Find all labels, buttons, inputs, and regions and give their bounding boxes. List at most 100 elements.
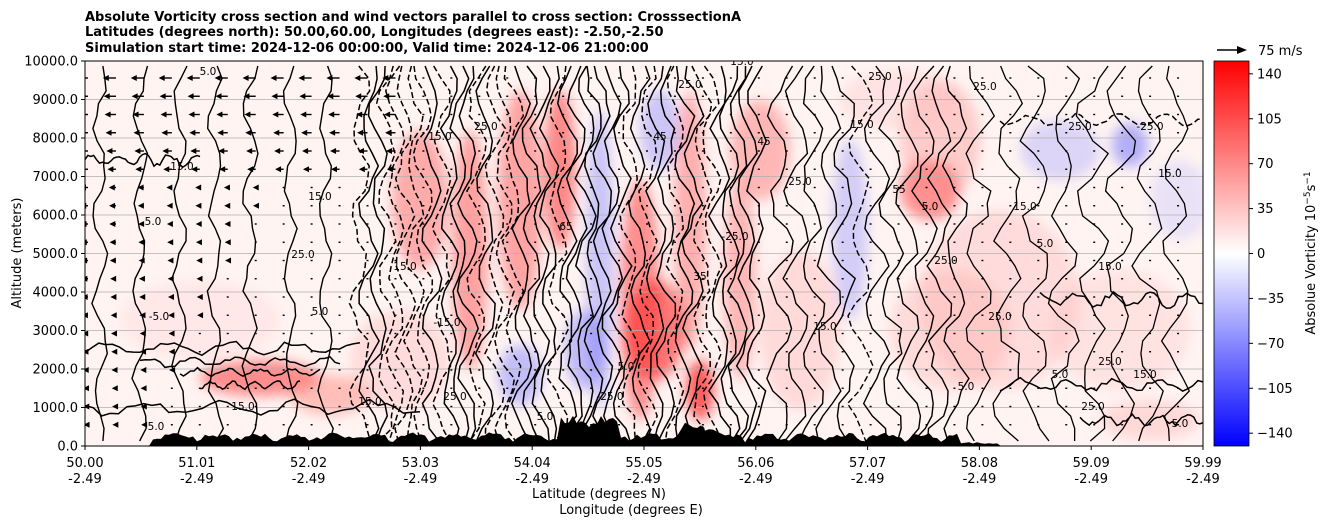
contour-line-positive bbox=[609, 65, 633, 442]
x-tick-latitude: 52.02 bbox=[290, 456, 327, 471]
wind-vector-dot bbox=[450, 369, 453, 371]
y-tick-label: 1000.0 bbox=[33, 401, 79, 416]
wind-vector-dot bbox=[673, 296, 676, 298]
wind-vector-dot bbox=[282, 205, 285, 207]
wind-vector-dot bbox=[701, 405, 704, 408]
wind-vector-dot bbox=[646, 223, 648, 225]
wind-vector-head bbox=[246, 148, 253, 154]
wind-vector-head bbox=[195, 221, 202, 227]
wind-vector-dot bbox=[506, 405, 509, 408]
wind-vector-dot bbox=[282, 241, 285, 243]
wind-vector-dot bbox=[701, 223, 704, 225]
wind-vector-dot bbox=[646, 278, 648, 280]
contour-line-positive bbox=[674, 65, 696, 442]
contour-line-positive bbox=[628, 65, 651, 442]
wind-vector-dot bbox=[450, 332, 453, 335]
wind-vector-dot bbox=[897, 314, 900, 316]
contour-line-positive bbox=[367, 65, 389, 442]
wind-vector-dot bbox=[590, 77, 593, 79]
wind-vector-dot bbox=[925, 259, 928, 262]
wind-vector-dot bbox=[1009, 113, 1012, 116]
colorbar-label-unit: s bbox=[1304, 184, 1319, 191]
wind-vector-head bbox=[301, 129, 308, 136]
wind-vector-dot bbox=[478, 278, 481, 280]
wind-vector-dot bbox=[869, 186, 872, 189]
wind-vector-dot bbox=[1177, 387, 1180, 389]
contour-label: 15.0 bbox=[1158, 168, 1181, 180]
wind-vector-head bbox=[273, 129, 280, 136]
wind-vector-dot bbox=[310, 405, 313, 408]
contour-label: 5.0 bbox=[922, 201, 939, 213]
wind-vector-head bbox=[384, 111, 391, 118]
wind-vector-dot bbox=[1121, 205, 1124, 207]
contour-label: 5.0 bbox=[772, 51, 789, 63]
contour-label: 25.0 bbox=[443, 391, 466, 403]
contour-line-negative bbox=[619, 65, 640, 442]
wind-vector-head bbox=[218, 148, 225, 154]
wind-vector-head bbox=[244, 111, 251, 118]
wind-vector-dot bbox=[534, 241, 537, 243]
wind-vector-dot bbox=[1177, 278, 1180, 280]
wind-vector-dot bbox=[981, 351, 984, 353]
y-tick-label: 10000.0 bbox=[24, 55, 78, 70]
wind-vector-head bbox=[110, 312, 117, 319]
wind-vector-dot bbox=[226, 314, 229, 316]
wind-vector-head bbox=[79, 148, 85, 154]
wind-vector-dot bbox=[673, 351, 676, 353]
wind-vector-head bbox=[85, 239, 87, 246]
wind-vector-dot bbox=[813, 205, 816, 207]
wind-vector-head bbox=[139, 330, 146, 337]
wind-vector-dot bbox=[422, 223, 425, 225]
contour-line-positive bbox=[1019, 65, 1050, 442]
wind-vector-head bbox=[188, 111, 195, 118]
contour-line-band bbox=[1079, 413, 1203, 427]
wind-vector-dot bbox=[701, 314, 704, 316]
contour-line-positive bbox=[965, 65, 996, 442]
wind-vector-dot bbox=[1177, 205, 1180, 207]
wind-vector-dot bbox=[813, 278, 816, 280]
wind-vector-dot bbox=[981, 314, 984, 316]
wind-vector-dot bbox=[478, 259, 481, 262]
wind-vector-head bbox=[330, 148, 337, 154]
wind-vector-dot bbox=[226, 424, 229, 426]
wind-vector-dot bbox=[282, 351, 285, 353]
colorbar: 140 105 70 35 0 −35 −70 −105 −140 Absolue Vortic… bbox=[1213, 60, 1319, 447]
wind-vector-dot bbox=[506, 186, 509, 189]
wind-vector-head bbox=[111, 367, 118, 373]
x-tick-latitude: 57.07 bbox=[849, 456, 886, 471]
contour-label: 15.0 bbox=[358, 396, 381, 408]
wind-vector-dot bbox=[1037, 113, 1040, 116]
contour-label: 65 bbox=[559, 221, 572, 233]
wind-vector-dot bbox=[869, 241, 872, 243]
vorticity-blob bbox=[724, 180, 756, 380]
colorbar-tick-label: 0 bbox=[1257, 247, 1265, 262]
wind-vector-dot bbox=[590, 113, 593, 116]
wind-vector-dot bbox=[897, 369, 900, 371]
wind-vector-head bbox=[169, 367, 176, 373]
wind-vector-head bbox=[139, 312, 146, 319]
wind-vector-dot bbox=[1037, 205, 1040, 207]
title-line-3: Simulation start time: 2024-12-06 00:00:… bbox=[85, 41, 649, 56]
wind-vector-dot bbox=[170, 387, 173, 389]
wind-vector-dot bbox=[841, 405, 844, 408]
wind-vector-dot bbox=[729, 424, 732, 426]
wind-vector-head bbox=[385, 148, 392, 154]
wind-vector-dot bbox=[646, 405, 648, 408]
wind-vector-head bbox=[109, 221, 116, 227]
wind-vector-dot bbox=[646, 77, 648, 79]
wind-vector-dot bbox=[422, 77, 425, 79]
wind-vector-dot bbox=[1009, 424, 1012, 426]
contour-line-positive bbox=[1160, 65, 1191, 442]
wind-vector-dot bbox=[785, 405, 788, 408]
wind-vector-dot bbox=[1121, 95, 1124, 97]
wind-vector-dot bbox=[534, 424, 537, 426]
wind-vector-dot bbox=[757, 186, 760, 189]
wind-vector-dot bbox=[1009, 351, 1012, 353]
wind-vector-dot bbox=[646, 95, 648, 97]
y-tick-label: 7000.0 bbox=[33, 170, 79, 185]
wind-vector-dot bbox=[562, 186, 565, 189]
vorticity-blob bbox=[730, 100, 790, 200]
wind-vector-dot bbox=[534, 351, 537, 353]
wind-vector-head bbox=[158, 75, 165, 81]
contour-line-positive bbox=[718, 65, 741, 442]
